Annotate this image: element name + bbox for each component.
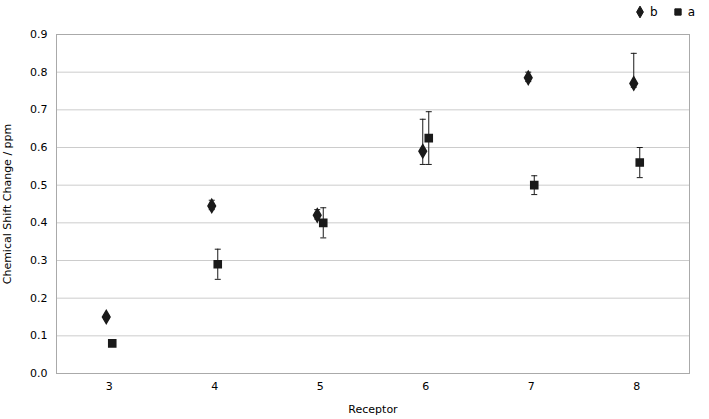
svg-text:5: 5 — [317, 380, 324, 393]
svg-text:8: 8 — [633, 380, 640, 393]
svg-text:0.5: 0.5 — [30, 179, 48, 192]
svg-text:0.1: 0.1 — [30, 329, 48, 342]
svg-text:6: 6 — [422, 380, 429, 393]
svg-text:0.9: 0.9 — [30, 28, 48, 41]
svg-text:3: 3 — [106, 380, 113, 393]
html-text:a: a — [687, 5, 695, 19]
svg-text:0.6: 0.6 — [30, 141, 48, 154]
svg-text:0.7: 0.7 — [30, 103, 48, 116]
html-text:b: b — [650, 5, 658, 19]
svg-text:0.2: 0.2 — [30, 292, 48, 305]
svg-text:Receptor: Receptor — [348, 403, 398, 416]
svg-text:0.4: 0.4 — [30, 216, 48, 229]
svg-text:Chemical Shift Change / ppm: Chemical Shift Change / ppm — [1, 124, 14, 285]
svg-text:0.8: 0.8 — [30, 66, 48, 79]
svg-text:0.0: 0.0 — [30, 367, 48, 380]
svg-text:0.3: 0.3 — [30, 254, 48, 267]
svg-text:7: 7 — [528, 380, 535, 393]
svg-text:4: 4 — [211, 380, 218, 393]
